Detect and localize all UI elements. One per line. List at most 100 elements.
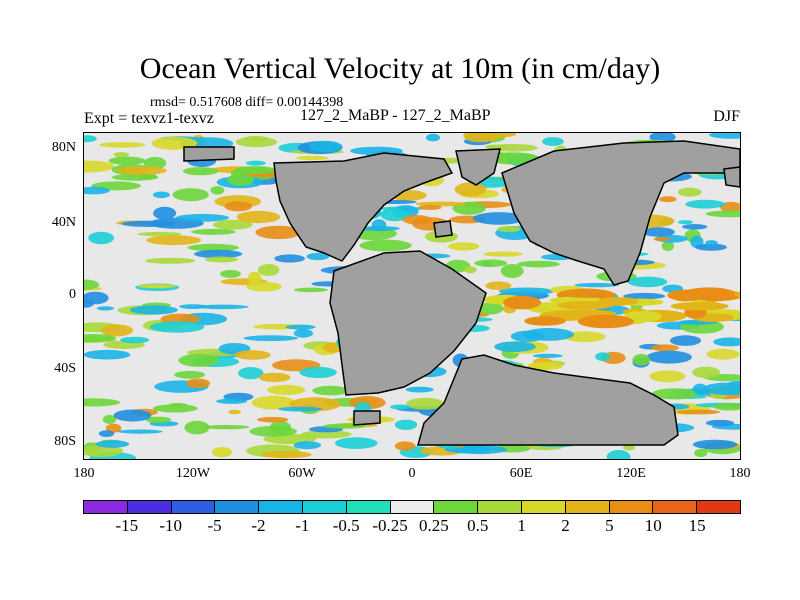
anomaly-patch: [494, 341, 536, 352]
anomaly-patch-strong: [670, 301, 729, 311]
anomaly-patch: [627, 276, 668, 288]
colorbar-label: -2: [251, 516, 266, 535]
map-svg: [84, 133, 740, 459]
anomaly-patch: [129, 305, 178, 315]
anomaly-patch: [402, 215, 432, 225]
lat-tick-0: 0: [69, 287, 76, 302]
colorbar-label: 0.5: [467, 516, 489, 535]
anomaly-patch: [174, 370, 206, 379]
anomaly-patch: [261, 451, 312, 459]
lon-tick-180w: 180: [73, 466, 95, 481]
anomaly-patch: [243, 335, 298, 342]
anomaly-patch: [702, 382, 740, 395]
lat-tick-80n: 80N: [51, 140, 76, 155]
south-america-landmass: [329, 250, 487, 396]
anomaly-patch: [677, 220, 694, 225]
anomaly-patch: [149, 321, 205, 333]
anomaly-patch: [184, 420, 210, 435]
lat-tick-40s: 40S: [54, 361, 76, 376]
anomaly-patch: [117, 429, 163, 434]
colorbar-swatch-10: [521, 501, 566, 513]
anomaly-patch: [211, 447, 233, 458]
anomaly-patch: [481, 133, 517, 138]
anomaly-patch: [477, 302, 504, 315]
colorbar-label: -15: [115, 516, 139, 535]
anomaly-patch: [685, 199, 726, 209]
anomaly-patch: [709, 133, 740, 139]
anomaly-patch: [216, 398, 248, 404]
lat-tick-40n: 40N: [51, 215, 76, 230]
anomaly-patch: [295, 155, 330, 161]
lon-tick-180e: 180: [729, 466, 751, 481]
season-label: DJF: [713, 108, 740, 125]
colorbar-swatch-6: [346, 501, 391, 513]
anomaly-patch: [623, 445, 636, 451]
anomaly-patch: [692, 439, 738, 450]
colorbar-label: 0.25: [419, 516, 449, 535]
map-panel: [83, 132, 741, 460]
anomaly-patch: [84, 349, 131, 360]
colorbar-swatch-8: [434, 501, 479, 513]
anomaly-patch: [113, 409, 152, 422]
anomaly-patch: [246, 281, 282, 292]
anomaly-patch: [228, 409, 241, 415]
anomaly-patch-strong: [667, 289, 707, 301]
anomaly-patch: [705, 210, 740, 218]
anomaly-patch: [172, 188, 209, 202]
lon-tick-120e: 120E: [616, 466, 646, 481]
anomaly-patch: [96, 306, 114, 311]
colorbar-label: 15: [688, 516, 706, 535]
anomaly-patch: [84, 135, 97, 143]
anomaly-patch: [145, 257, 196, 264]
anomaly-patch: [299, 366, 337, 378]
anomaly-patch: [111, 173, 159, 181]
colorbar-swatch-13: [653, 501, 698, 513]
anomaly-patch: [224, 201, 253, 212]
anomaly-patch: [371, 219, 387, 231]
lon-tick-60w: 60W: [288, 466, 316, 481]
anomaly-patch: [454, 445, 507, 455]
anomaly-patch-strong: [556, 309, 617, 317]
anomaly-patch-strong: [556, 301, 614, 310]
anomaly-patch: [210, 186, 225, 195]
anomaly-patch: [306, 252, 330, 261]
anomaly-patch: [448, 242, 480, 251]
colorbar-swatch-12: [609, 501, 654, 513]
anomaly-patch: [248, 271, 262, 286]
anomaly-patch: [84, 291, 109, 305]
anomaly-patch: [108, 156, 146, 165]
anomaly-patch: [651, 388, 699, 400]
greenland-landmass: [455, 148, 501, 186]
anomaly-patch: [145, 416, 172, 423]
anomaly-patch: [238, 367, 264, 380]
anomaly-patch: [245, 160, 266, 166]
anomaly-patch: [706, 348, 740, 360]
anomaly-patch: [426, 133, 440, 142]
anomaly-patch: [642, 227, 675, 237]
anomaly-patch: [267, 384, 306, 395]
anomaly-patch: [713, 337, 740, 347]
anomaly-patch-strong: [503, 295, 542, 310]
anomaly-patch: [692, 366, 720, 379]
anomaly-patch: [113, 152, 130, 158]
page-title: Ocean Vertical Velocity at 10m (in cm/da…: [139, 52, 661, 85]
anomaly-patch: [483, 251, 523, 257]
anomaly-patch: [498, 287, 555, 296]
anomaly-patch: [649, 370, 686, 383]
colorbar-label: -5: [207, 516, 222, 535]
anomaly-patch: [294, 287, 328, 293]
island-2: [723, 166, 740, 188]
anomaly-patch: [500, 264, 524, 278]
anomaly-patch: [463, 266, 477, 274]
colorbar-label: 5: [605, 516, 614, 535]
anomaly-patch: [485, 144, 506, 150]
anomaly-patch-strong: [629, 310, 662, 322]
anomaly-patch: [120, 336, 150, 344]
colorbar-swatch-9: [478, 501, 522, 513]
anomaly-patch: [692, 383, 708, 395]
anomaly-patch: [202, 424, 250, 430]
anomaly-patch: [623, 292, 666, 300]
anomaly-patch: [661, 241, 674, 252]
anomaly-patch: [235, 136, 278, 148]
anomaly-patch: [178, 353, 219, 367]
